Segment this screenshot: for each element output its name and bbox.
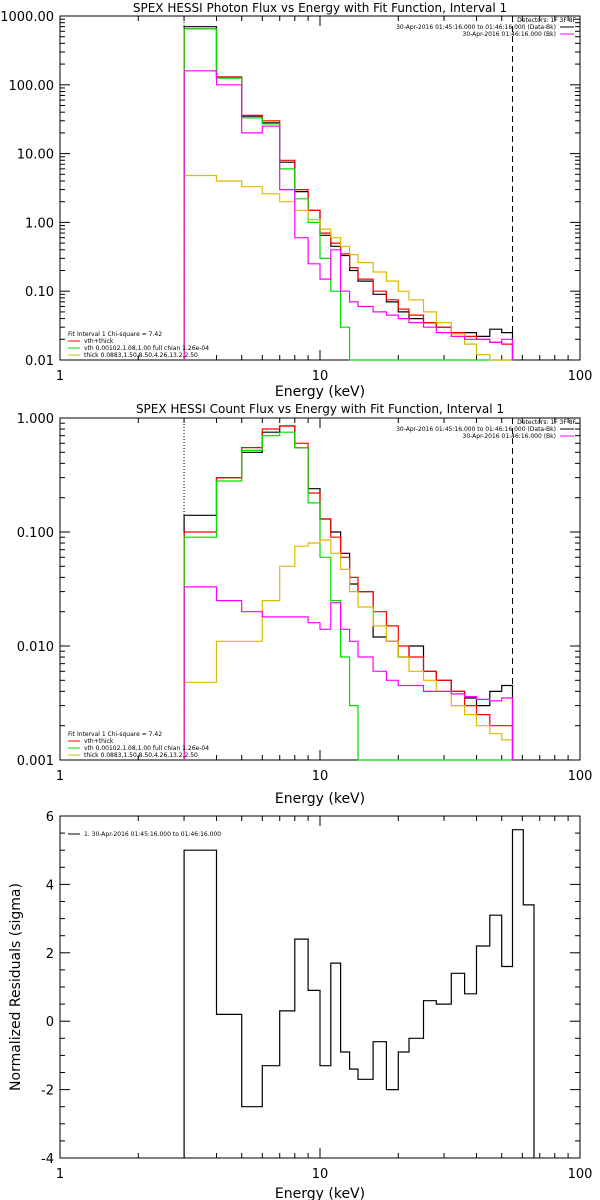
y-tick-label: 0.001 bbox=[17, 754, 54, 769]
y-axis-label: Normalized Residuals (sigma) bbox=[8, 883, 24, 1091]
series-line bbox=[183, 425, 514, 760]
series-line bbox=[183, 28, 513, 361]
x-tick-label: 10 bbox=[312, 369, 329, 384]
plot-frame bbox=[59, 15, 581, 361]
y-tick-label: 0.100 bbox=[17, 526, 54, 541]
x-axis-label: Energy (keV) bbox=[275, 384, 365, 400]
y-tick-label: 2 bbox=[46, 947, 54, 962]
legend-entry: thick 0.0883,1.50,8.50,4.26,13.2,2.50 bbox=[84, 752, 198, 759]
x-tick-label: 10 bbox=[312, 1167, 329, 1182]
legend-header: Detectors: 1F 3F 8F bbox=[517, 17, 576, 24]
y-tick-label: 0 bbox=[46, 1015, 54, 1030]
x-tick-label: 1 bbox=[56, 769, 64, 784]
x-tick-label: 1 bbox=[56, 1167, 64, 1182]
x-tick-label: 10 bbox=[312, 769, 329, 784]
chart-title: SPEX HESSI Photon Flux vs Energy with Fi… bbox=[133, 1, 507, 15]
series-line bbox=[183, 28, 514, 360]
y-tick-label: 0.10 bbox=[25, 285, 54, 300]
legend-entry: vth+thick bbox=[84, 738, 114, 745]
y-tick-label: 100.00 bbox=[9, 79, 55, 94]
y-tick-label: 4 bbox=[46, 878, 54, 893]
y-tick-label: 10.00 bbox=[17, 148, 54, 163]
legend-header: Fit Interval 1 Chi-square = 7.42 bbox=[68, 331, 162, 338]
plot-frame bbox=[59, 417, 581, 761]
legend-entry: 30-Apr-2016 01:45:16.000 to 01:46:16.000… bbox=[396, 426, 556, 433]
series-line bbox=[183, 586, 514, 760]
y-tick-label: 1.000 bbox=[17, 412, 54, 427]
y-tick-label: 1000.00 bbox=[0, 10, 54, 25]
plot-frame bbox=[59, 815, 581, 1159]
legend-entry: vth 0.00102,1.08,1.00 full chian 1.26e-0… bbox=[84, 345, 209, 352]
series-line bbox=[183, 174, 513, 361]
legend-entry: vth 0.00102,1.08,1.00 full chian 1.26e-0… bbox=[84, 745, 209, 752]
legend-entry: 30-Apr-2016 01:46:16.000 (Bk) bbox=[463, 31, 557, 38]
legend-entry: 1. 30-Apr-2016 01:45:16.000 to 01:46:16.… bbox=[84, 831, 221, 838]
legend-entry: 30-Apr-2016 01:45:16.000 to 01:46:16.000… bbox=[396, 24, 556, 31]
y-tick-label: 6 bbox=[46, 810, 54, 825]
x-tick-label: 1 bbox=[56, 369, 64, 384]
y-tick-label: -2 bbox=[41, 1084, 54, 1099]
x-tick-label: 100 bbox=[568, 1167, 593, 1182]
legend-header: Fit Interval 1 Chi-square = 7.42 bbox=[68, 731, 162, 738]
y-tick-label: 0.010 bbox=[17, 640, 54, 655]
x-tick-label: 100 bbox=[568, 369, 593, 384]
series-line bbox=[183, 425, 514, 760]
legend-entry: vth+thick bbox=[84, 338, 114, 345]
x-tick-label: 100 bbox=[568, 769, 593, 784]
chart-title: SPEX HESSI Count Flux vs Energy with Fit… bbox=[136, 402, 504, 416]
legend-entry: 30-Apr-2016 01:46:16.000 (Bk) bbox=[463, 433, 557, 440]
series-line bbox=[183, 70, 514, 360]
y-tick-label: -4 bbox=[41, 1152, 54, 1167]
x-axis-label: Energy (keV) bbox=[275, 1186, 365, 1200]
series-line bbox=[183, 26, 514, 360]
y-tick-label: 0.01 bbox=[25, 354, 54, 369]
legend-header: Detectors: 1F 3F 8F bbox=[517, 419, 576, 426]
series-line bbox=[183, 431, 513, 761]
x-axis-label: Energy (keV) bbox=[275, 791, 365, 807]
series-line bbox=[183, 829, 535, 1158]
legend-entry: thick 0.0883,1.50,8.50,4.26,13.2,2.50 bbox=[84, 352, 198, 359]
series-line bbox=[183, 539, 514, 760]
y-tick-label: 1.00 bbox=[25, 216, 54, 231]
